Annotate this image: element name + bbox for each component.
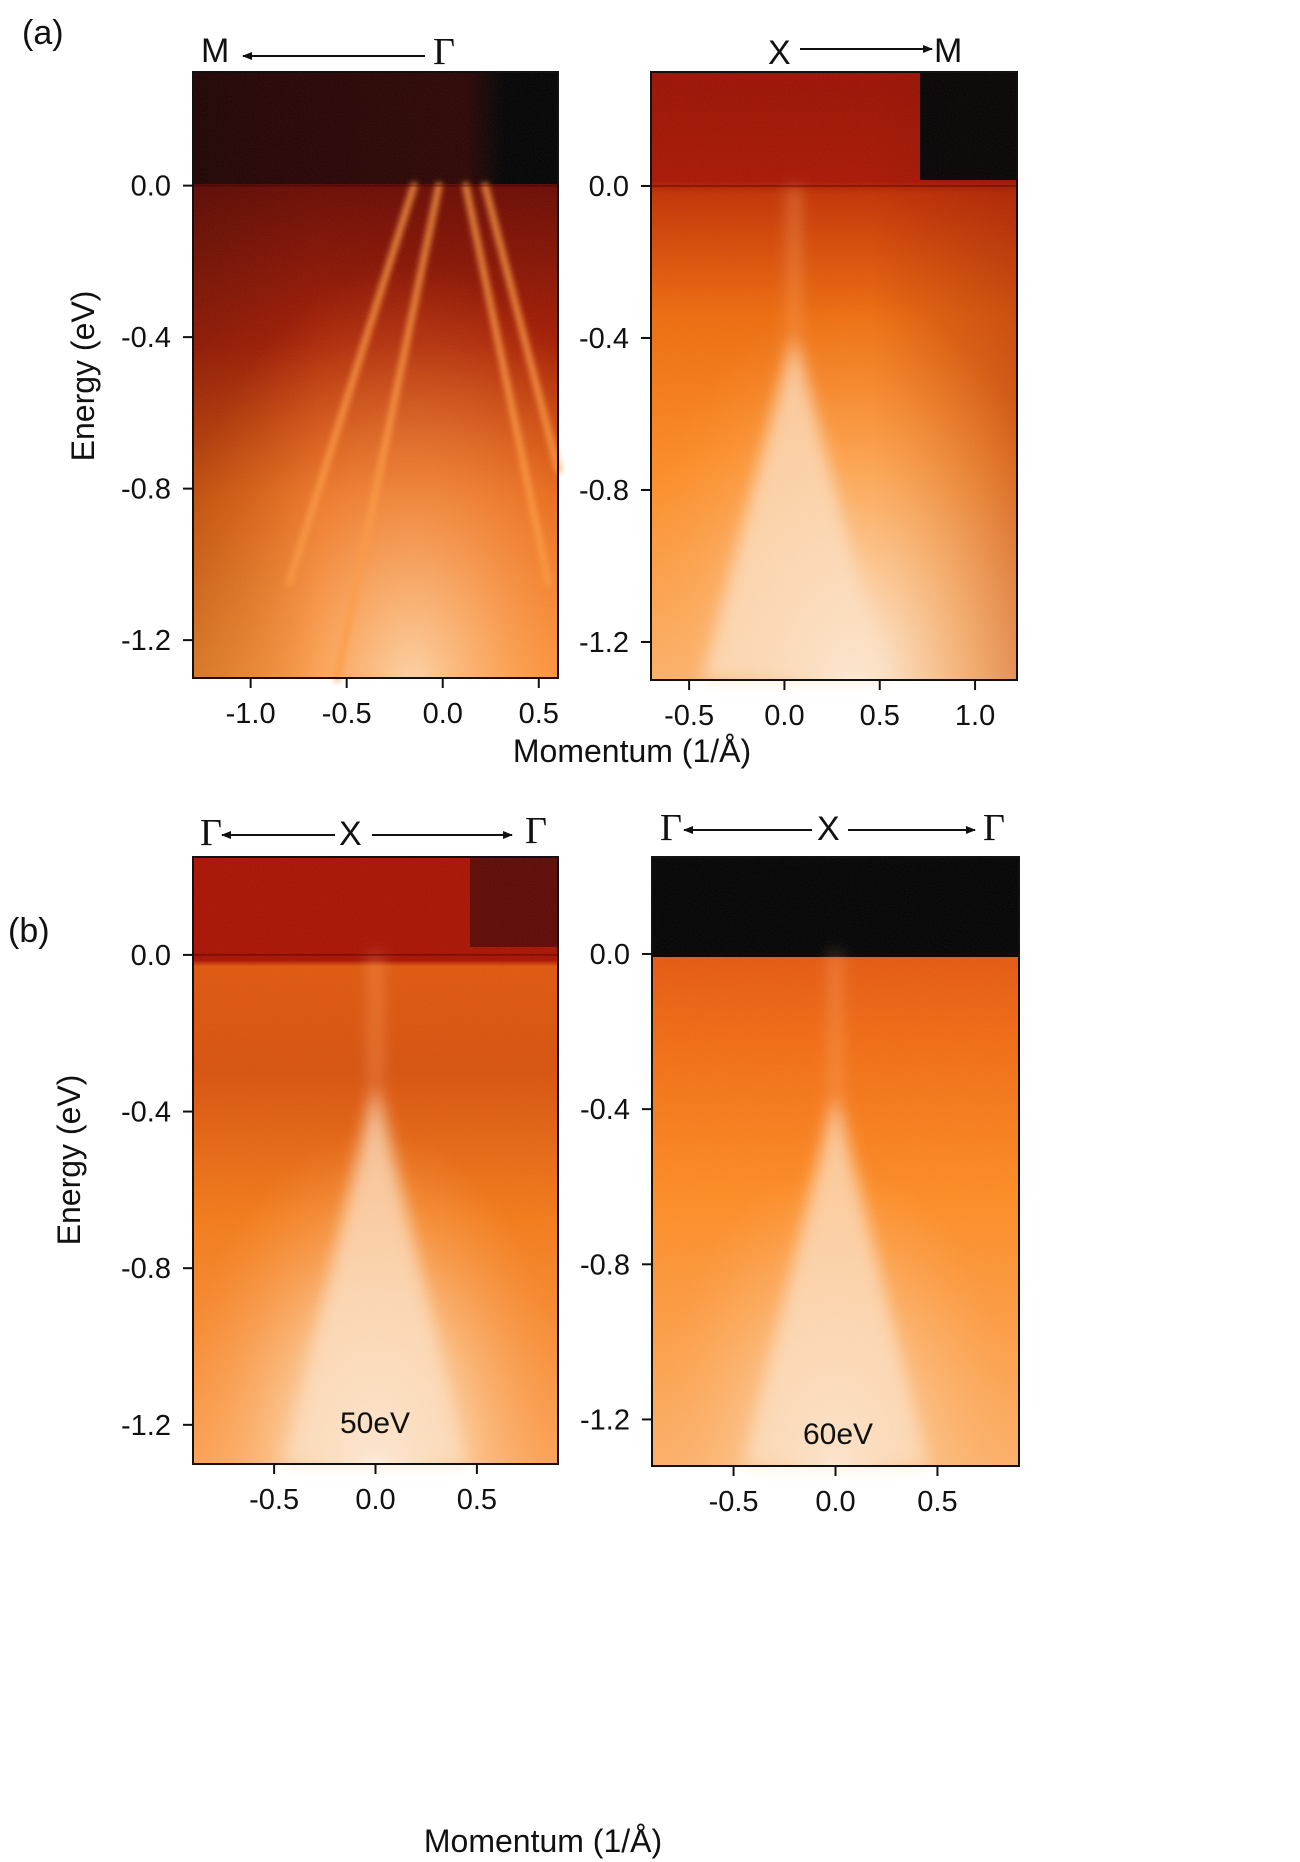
- y-tick-label: -1.2: [121, 625, 171, 657]
- kpath-b-right: Γ X Γ: [660, 807, 1005, 849]
- y-tick-label: -0.4: [580, 1094, 630, 1126]
- plot-frame: [650, 71, 1018, 681]
- kpath-left-label: Γ: [200, 812, 222, 854]
- x-tick-label: 0.5: [860, 700, 900, 732]
- y-tick-label: -0.8: [580, 1249, 630, 1281]
- x-tick-label: -0.5: [664, 700, 714, 732]
- heatmap-noise: [193, 857, 558, 1464]
- axes-layer: -1.0 -0.5 0.0 0.5 0.0 -0.4 -0.8 -1.2 -0.5 0.0 0.5 1…: [121, 171, 1019, 1518]
- x-tick-label: 0.0: [355, 1484, 395, 1516]
- heatmap-noise: [193, 72, 558, 678]
- heatmap-noise: [651, 72, 1017, 680]
- heatmap-noise: [652, 857, 1019, 1466]
- panel-b-label: (b): [8, 912, 50, 950]
- y-tick-label: 0.0: [131, 940, 171, 972]
- x-tick-label: 0.0: [815, 1486, 855, 1518]
- panel-b-right: 60eV: [651, 856, 1020, 1467]
- x-tick-label: 0.5: [519, 698, 559, 730]
- kpath-b-left: Γ X Γ: [200, 810, 547, 854]
- y-tick-label: -0.4: [121, 322, 171, 354]
- kpath-center-label: X: [339, 815, 362, 853]
- y-tick-label: 0.0: [590, 939, 630, 971]
- panel-a-right: [650, 71, 1018, 681]
- y-axis-title-a: Energy (eV): [65, 291, 101, 462]
- photon-energy-label: 50eV: [340, 1407, 410, 1440]
- y-tick-label: -0.8: [121, 474, 171, 506]
- y-axis-title-b: Energy (eV): [51, 1075, 87, 1246]
- y-tick-label: -1.2: [580, 1404, 630, 1436]
- kpath-a-left: M Γ: [201, 31, 455, 73]
- y-tick-label: 0.0: [131, 171, 171, 203]
- x-tick-label: 1.0: [955, 700, 995, 732]
- kpath-right-label: Γ: [433, 31, 455, 73]
- kpath-left-label: M: [201, 32, 229, 70]
- panel-b-left: 50eV: [192, 856, 559, 1465]
- y-tick-label: -1.2: [579, 627, 629, 659]
- x-tick-label: -0.5: [322, 698, 372, 730]
- x-axis-title-a: Momentum (1/Å): [513, 733, 751, 769]
- kpath-right-label: Γ: [525, 810, 547, 852]
- x-axis-title-b: Momentum (1/Å): [424, 1823, 662, 1859]
- y-tick-label: 0.0: [589, 171, 629, 203]
- plot-frame: [192, 71, 559, 679]
- x-tick-label: -0.5: [249, 1484, 299, 1516]
- panel-a-label: (a): [22, 14, 64, 52]
- kpath-right-label: Γ: [983, 807, 1005, 849]
- x-tick-label: 0.5: [917, 1486, 957, 1518]
- y-tick-label: -0.4: [579, 323, 629, 355]
- kpath-right-label: M: [934, 32, 962, 70]
- x-tick-label: -0.5: [709, 1486, 759, 1518]
- y-tick-label: -0.8: [579, 475, 629, 507]
- y-tick-label: -0.8: [121, 1253, 171, 1285]
- y-tick-label: -0.4: [121, 1097, 171, 1129]
- x-tick-label: 0.0: [423, 698, 463, 730]
- x-tick-label: 0.0: [764, 700, 804, 732]
- kpath-a-right: X M: [768, 32, 962, 72]
- photon-energy-label: 60eV: [803, 1418, 873, 1451]
- kpath-center-label: X: [817, 810, 840, 848]
- panel-a-left: [192, 71, 562, 682]
- y-tick-label: -1.2: [121, 1410, 171, 1442]
- kpath-left-label: Γ: [660, 807, 682, 849]
- kpath-left-label: X: [768, 34, 791, 72]
- x-tick-label: -1.0: [226, 698, 276, 730]
- x-tick-label: 0.5: [457, 1484, 497, 1516]
